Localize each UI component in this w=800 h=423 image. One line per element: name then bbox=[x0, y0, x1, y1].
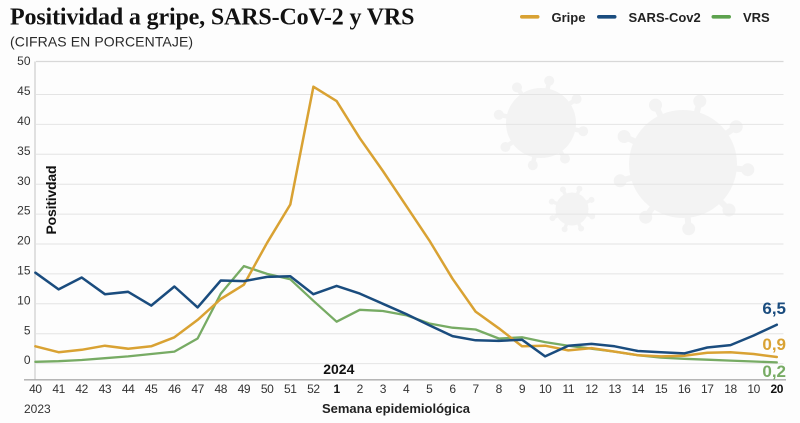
svg-text:5: 5 bbox=[426, 382, 433, 396]
svg-text:41: 41 bbox=[52, 382, 65, 396]
svg-text:30: 30 bbox=[17, 174, 31, 188]
svg-text:Semana epidemiológica: Semana epidemiológica bbox=[322, 401, 471, 416]
svg-text:0,9: 0,9 bbox=[762, 335, 786, 354]
svg-text:2023: 2023 bbox=[24, 402, 51, 416]
svg-text:SARS-Cov2: SARS-Cov2 bbox=[629, 10, 701, 25]
svg-text:51: 51 bbox=[284, 382, 297, 396]
svg-text:12: 12 bbox=[585, 382, 598, 396]
svg-text:3: 3 bbox=[380, 382, 387, 396]
svg-text:48: 48 bbox=[215, 382, 228, 396]
svg-text:46: 46 bbox=[168, 382, 181, 396]
svg-text:40: 40 bbox=[17, 114, 31, 128]
svg-text:40: 40 bbox=[29, 382, 42, 396]
svg-text:0: 0 bbox=[24, 353, 31, 367]
svg-text:11: 11 bbox=[562, 382, 574, 396]
svg-text:49: 49 bbox=[238, 382, 251, 396]
svg-text:10: 10 bbox=[747, 382, 760, 396]
svg-text:10: 10 bbox=[539, 382, 552, 396]
svg-text:18: 18 bbox=[724, 382, 737, 396]
svg-text:50: 50 bbox=[261, 382, 274, 396]
svg-text:20: 20 bbox=[771, 382, 784, 396]
svg-text:50: 50 bbox=[17, 54, 31, 68]
svg-text:13: 13 bbox=[608, 382, 621, 396]
svg-text:6: 6 bbox=[449, 382, 456, 396]
svg-text:8: 8 bbox=[496, 382, 503, 396]
svg-text:VRS: VRS bbox=[743, 10, 770, 25]
svg-text:9: 9 bbox=[519, 382, 526, 396]
svg-text:2: 2 bbox=[357, 382, 364, 396]
svg-text:42: 42 bbox=[75, 382, 88, 396]
svg-text:20: 20 bbox=[17, 234, 31, 248]
svg-text:44: 44 bbox=[122, 382, 135, 396]
svg-text:45: 45 bbox=[17, 84, 31, 98]
svg-text:4: 4 bbox=[403, 382, 410, 396]
svg-text:Positivdad: Positivdad bbox=[43, 166, 59, 235]
svg-text:16: 16 bbox=[678, 382, 691, 396]
svg-text:47: 47 bbox=[191, 382, 204, 396]
svg-text:25: 25 bbox=[17, 204, 31, 218]
svg-text:43: 43 bbox=[99, 382, 112, 396]
svg-text:(CIFRAS EN PORCENTAJE): (CIFRAS EN PORCENTAJE) bbox=[10, 34, 193, 50]
svg-text:5: 5 bbox=[24, 323, 31, 337]
svg-text:2024: 2024 bbox=[323, 361, 354, 377]
svg-text:45: 45 bbox=[145, 382, 158, 396]
svg-text:15: 15 bbox=[655, 382, 668, 396]
svg-text:15: 15 bbox=[17, 264, 31, 278]
svg-text:10: 10 bbox=[17, 293, 31, 307]
svg-text:Positividad a gripe, SARS-CoV-: Positividad a gripe, SARS-CoV-2 y VRS bbox=[10, 5, 414, 31]
svg-text:7: 7 bbox=[472, 382, 479, 396]
svg-text:52: 52 bbox=[307, 382, 320, 396]
svg-text:14: 14 bbox=[632, 382, 645, 396]
svg-text:Gripe: Gripe bbox=[552, 10, 586, 25]
svg-text:0,2: 0,2 bbox=[762, 362, 786, 381]
svg-text:6,5: 6,5 bbox=[762, 299, 786, 318]
svg-text:17: 17 bbox=[701, 382, 714, 396]
svg-text:35: 35 bbox=[17, 144, 31, 158]
svg-text:1: 1 bbox=[333, 382, 340, 396]
